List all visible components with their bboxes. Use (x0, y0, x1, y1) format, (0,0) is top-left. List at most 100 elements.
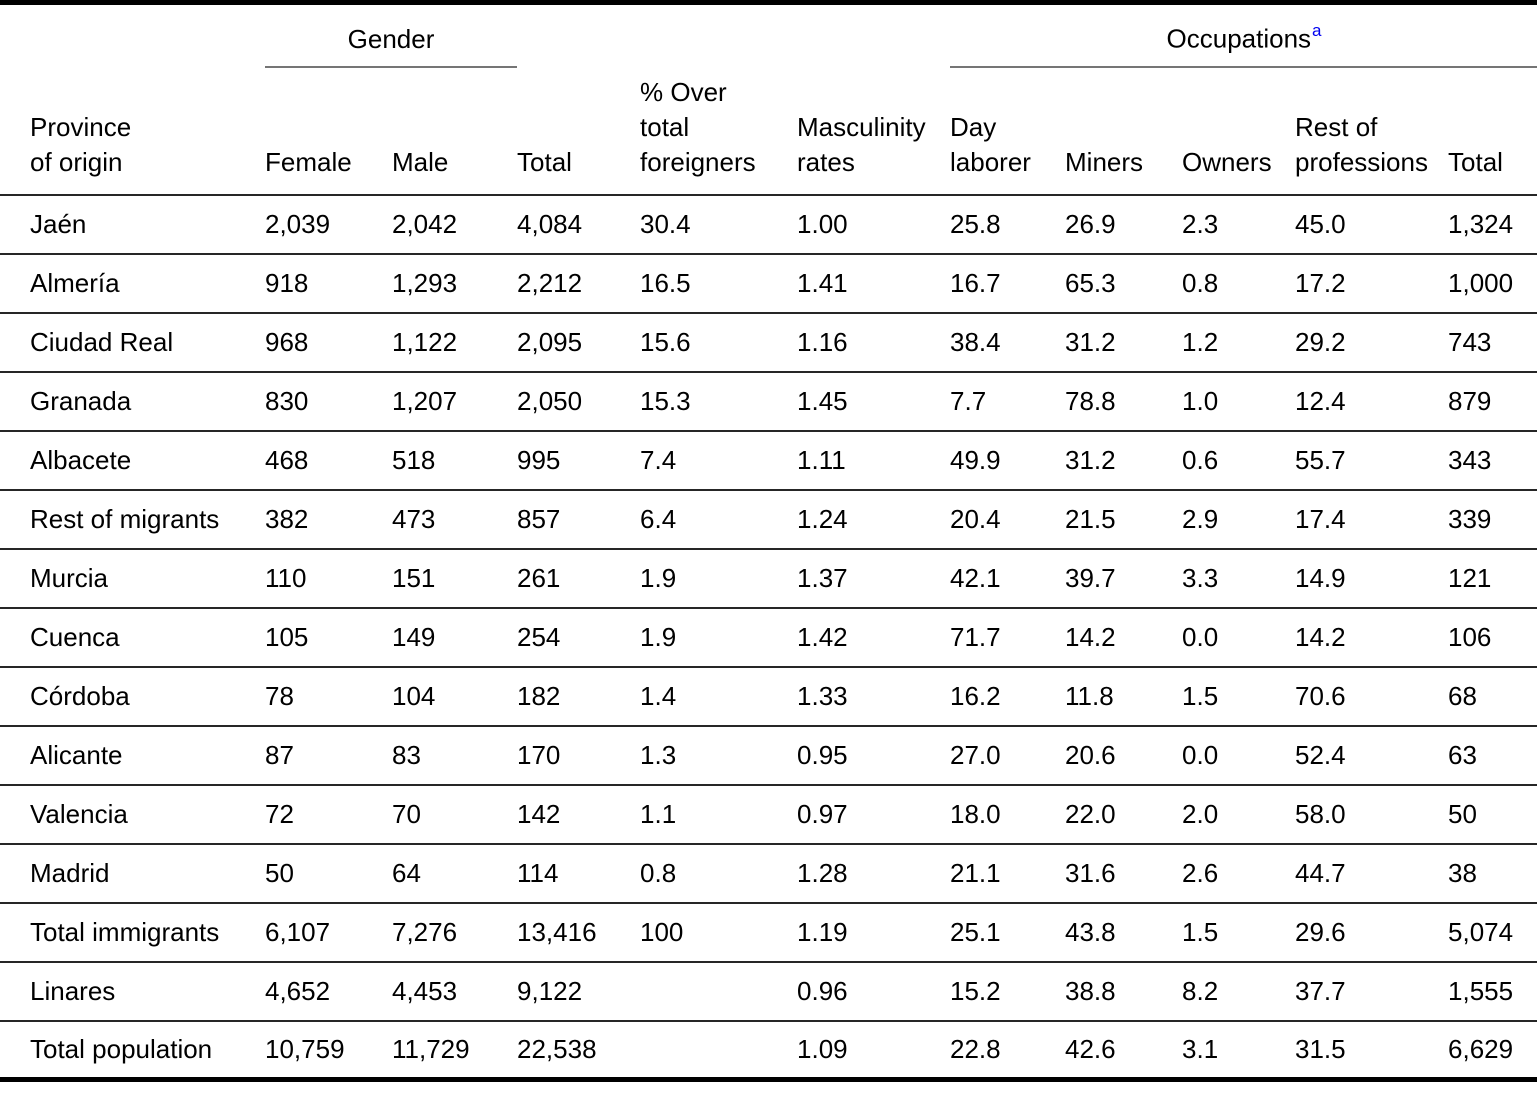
value-cell: 1.16 (797, 312, 951, 373)
value-cell: 21.5 (1065, 489, 1183, 550)
value-cell: 1.3 (640, 725, 798, 786)
table-row: Murcia 110 151 261 1.9 1.37 42.1 39.7 3.3 14.9 121 (0, 548, 1537, 609)
value-cell: 1,122 (392, 312, 518, 373)
value-cell: 22.8 (950, 1033, 1001, 1064)
value-cell (640, 961, 798, 1022)
value-cell: 1.0 (1182, 371, 1296, 432)
group-spacer-left (0, 3, 265, 67)
value-cell: 16.2 (950, 666, 1066, 727)
col-header-pct-over-total-foreigners: % Over total foreigners (640, 66, 798, 196)
province-cell: Ciudad Real (0, 312, 265, 373)
value-cell: 43.8 (1065, 902, 1183, 963)
value-cell: 70.6 (1295, 666, 1449, 727)
province-cell: Linares (0, 961, 265, 1022)
province-cell: Cuenca (0, 607, 265, 668)
value-cell: 1,324 (1448, 194, 1537, 255)
value-cell: 7.4 (640, 430, 798, 491)
value-cell: 20.4 (950, 489, 1066, 550)
col-header-owners: Owners (1182, 66, 1296, 196)
value-cell: 0.95 (797, 725, 951, 786)
gender-group-label: Gender (347, 23, 435, 54)
value-cell: 10,759 (265, 1033, 345, 1064)
value-cell: 1.19 (797, 902, 951, 963)
value-cell: 39.7 (1065, 548, 1183, 609)
value-cell: 468 (265, 430, 392, 491)
province-cell: Granada (0, 371, 265, 432)
value-cell: 87 (265, 725, 392, 786)
value-cell: 72 (265, 784, 392, 845)
value-cell: 0.8 (1182, 253, 1296, 314)
col-header-day-laborer: Day laborer (950, 66, 1066, 196)
value-cell: 1.24 (797, 489, 951, 550)
value-cell: 71.7 (950, 607, 1066, 668)
value-cell: 170 (517, 725, 641, 786)
value-cell: 343 (1448, 430, 1537, 491)
value-cell: 78.8 (1065, 371, 1183, 432)
table-row: Almería 918 1,293 2,212 16.5 1.41 16.7 65.3 0.8 1… (0, 253, 1537, 314)
col-header-total: Total (517, 66, 641, 196)
value-cell: 1.28 (797, 843, 951, 904)
value-cell: 1.33 (797, 666, 951, 727)
value-cell: 8.2 (1182, 961, 1296, 1022)
province-cell: Valencia (0, 784, 265, 845)
value-cell: 2,050 (517, 371, 641, 432)
value-cell: 1.00 (797, 194, 951, 255)
value-cell: 114 (517, 843, 641, 904)
value-cell: 11.8 (1065, 666, 1183, 727)
value-cell: 16.5 (640, 253, 798, 314)
value-cell: 110 (265, 548, 392, 609)
col-header-total-occupations: Total (1448, 66, 1537, 196)
value-cell: 17.2 (1295, 253, 1449, 314)
value-cell: 45.0 (1295, 194, 1449, 255)
table-row: Alicante 87 83 170 1.3 0.95 27.0 20.6 0.0 52.4 63 (0, 725, 1537, 786)
value-cell: 15.2 (950, 961, 1066, 1022)
immigration-statistics-table: Gender Occupationsa Province of origin F… (0, 0, 1537, 1082)
column-header-row: Province of origin Female Male Total % O… (0, 66, 1537, 196)
value-cell: 142 (517, 784, 641, 845)
value-cell: 0.0 (1182, 607, 1296, 668)
value-cell: 1.45 (797, 371, 951, 432)
col-header-miners: Miners (1065, 66, 1183, 196)
value-cell: 83 (392, 725, 518, 786)
value-cell: 7.7 (950, 371, 1066, 432)
table-row: Total immigrants 6,107 7,276 13,416 100 1.19 2… (0, 902, 1537, 963)
table-row: Jaén 2,039 2,042 4,084 30.4 1.00 25.8 26.9 2.3 45… (0, 194, 1537, 255)
value-cell: 38 (1448, 843, 1537, 904)
value-cell: 1.5 (1182, 902, 1296, 963)
value-cell: 12.4 (1295, 371, 1449, 432)
value-cell: 4,084 (517, 194, 641, 255)
value-cell: 743 (1448, 312, 1537, 373)
value-cell: 14.2 (1295, 607, 1449, 668)
province-cell: Jaén (0, 194, 265, 255)
value-cell: 63 (1448, 725, 1537, 786)
occupations-group-label: Occupations (1166, 23, 1312, 54)
value-cell: 70 (392, 784, 518, 845)
value-cell: 382 (265, 489, 392, 550)
value-cell: 121 (1448, 548, 1537, 609)
value-cell: 106 (1448, 607, 1537, 668)
value-cell: 14.9 (1295, 548, 1449, 609)
value-cell: 5,074 (1448, 902, 1537, 963)
table-body: Jaén 2,039 2,042 4,084 30.4 1.00 25.8 26.9 2.3 45… (0, 194, 1537, 1080)
value-cell: 4,652 (265, 961, 392, 1022)
value-cell: 4,453 (392, 961, 518, 1022)
province-cell: Córdoba (0, 666, 265, 727)
occupations-footnote-marker: a (1312, 20, 1322, 40)
value-cell: 1.41 (797, 253, 951, 314)
value-cell: 6.4 (640, 489, 798, 550)
value-cell: 68 (1448, 666, 1537, 727)
province-cell: Total immigrants (0, 902, 265, 963)
value-cell: 6,629 (1448, 1033, 1514, 1064)
value-cell: 151 (392, 548, 518, 609)
table-row: Madrid 50 64 114 0.8 1.28 21.1 31.6 2.6 44.7 38 (0, 843, 1537, 904)
gender-group-header: Gender (265, 2, 518, 68)
value-cell: 25.1 (950, 902, 1066, 963)
value-cell: 0.6 (1182, 430, 1296, 491)
value-cell: 1.11 (797, 430, 951, 491)
value-cell: 50 (265, 843, 392, 904)
table-row: Valencia 72 70 142 1.1 0.97 18.0 22.0 2.0 58.0 50 (0, 784, 1537, 845)
value-cell: 879 (1448, 371, 1537, 432)
value-cell: 37.7 (1295, 961, 1449, 1022)
value-cell: 2.3 (1182, 194, 1296, 255)
value-cell: 3.1 (1182, 1033, 1219, 1064)
